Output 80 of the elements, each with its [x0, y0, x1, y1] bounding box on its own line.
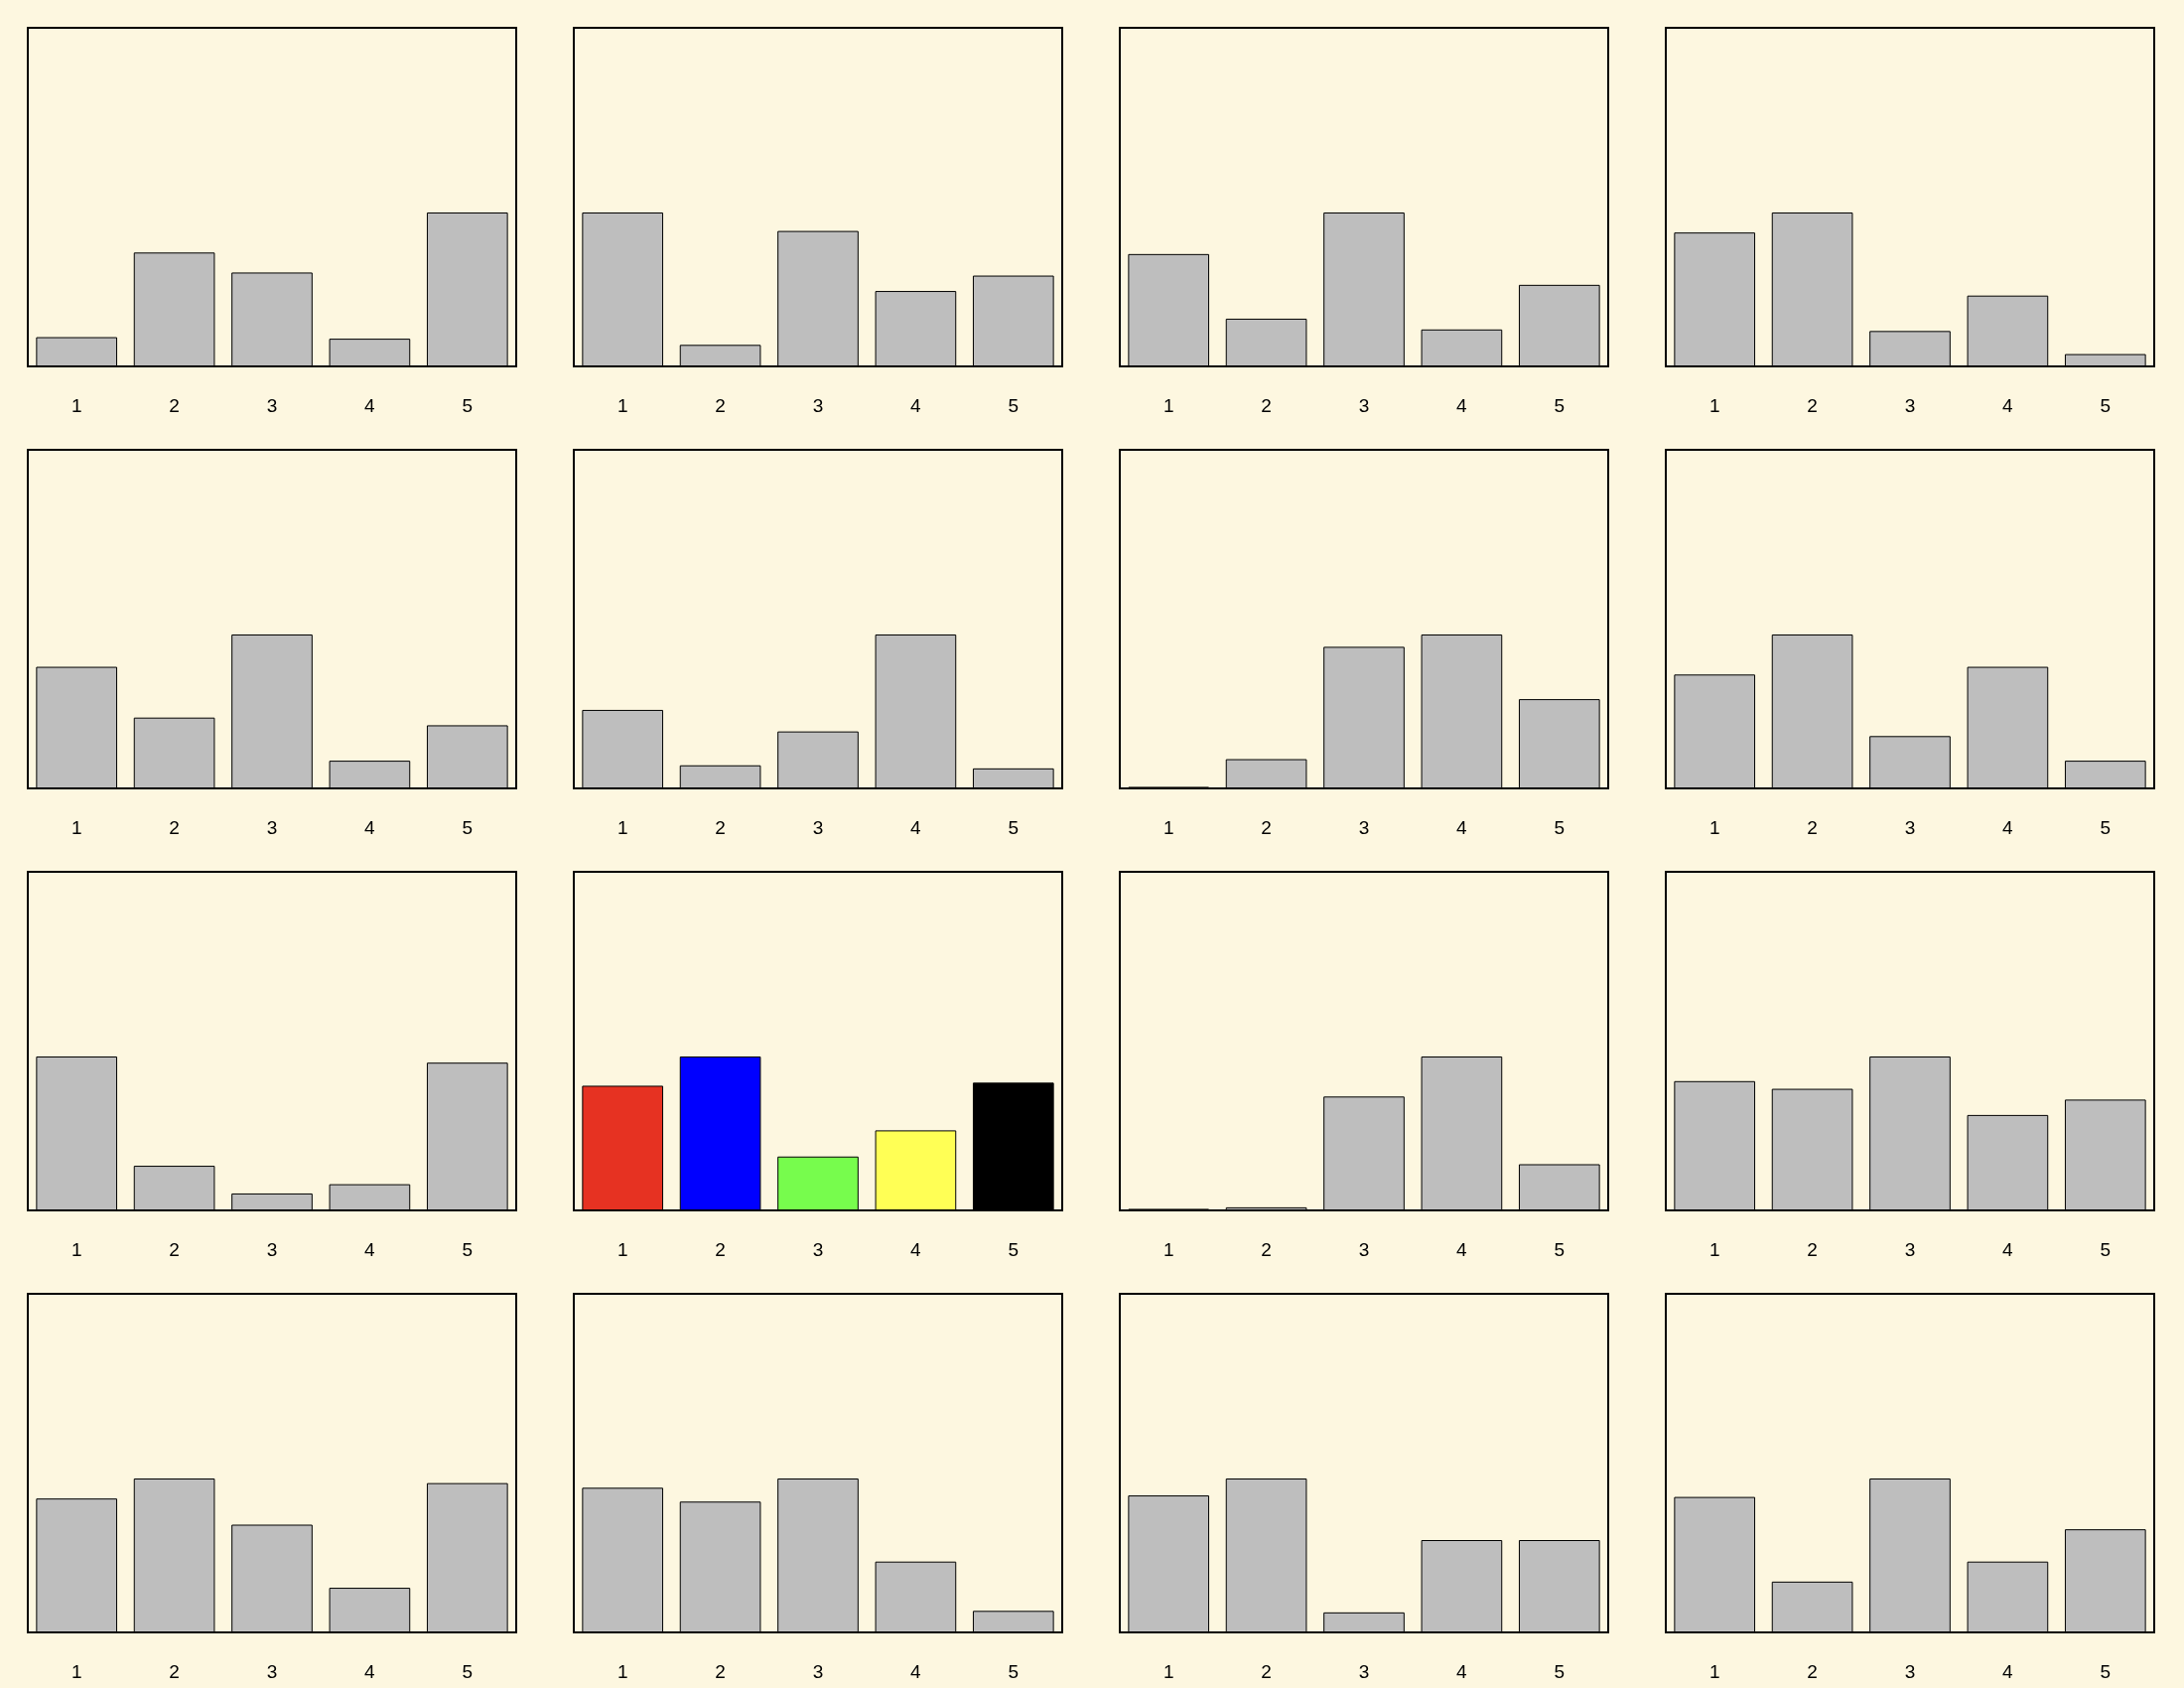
x-tick-label: 4: [910, 1661, 922, 1682]
x-tick-label: 3: [812, 1239, 824, 1260]
x-tick-label: 3: [1904, 1661, 1916, 1682]
x-tick-label: 1: [1708, 1239, 1720, 1260]
x-tick-label: 3: [812, 1661, 824, 1682]
x-tick-label: 2: [1807, 395, 1818, 416]
x-tick-label: 3: [1358, 395, 1370, 416]
x-tick-label: 5: [1008, 817, 1020, 838]
x-tick-label: 1: [616, 1239, 628, 1260]
x-tick-label: 2: [1261, 817, 1272, 838]
x-tick-label: 5: [2100, 1661, 2112, 1682]
x-tick-label: 3: [1358, 1239, 1370, 1260]
x-tick-label: 5: [1008, 1239, 1020, 1260]
x-tick-label: 2: [169, 1239, 180, 1260]
x-tick-label: 4: [2002, 1661, 2014, 1682]
x-tick-label: 2: [715, 1239, 726, 1260]
x-tick-label: 1: [70, 1239, 82, 1260]
x-tick-label: 1: [1162, 817, 1174, 838]
x-tick-label: 2: [715, 817, 726, 838]
x-tick-label: 5: [2100, 1239, 2112, 1260]
x-tick-label: 3: [812, 395, 824, 416]
x-tick-label: 5: [2100, 817, 2112, 838]
x-tick-label: 4: [364, 1239, 376, 1260]
x-tick-label: 4: [2002, 1239, 2014, 1260]
x-tick-label: 1: [70, 817, 82, 838]
x-tick-label: 1: [616, 1661, 628, 1682]
x-tick-label: 3: [266, 1239, 278, 1260]
x-tick-label: 1: [1708, 817, 1720, 838]
x-tick-label: 3: [266, 817, 278, 838]
x-tick-label: 1: [616, 395, 628, 416]
x-tick-label: 4: [1456, 395, 1468, 416]
x-tick-label: 3: [266, 395, 278, 416]
x-tick-label: 2: [169, 817, 180, 838]
x-tick-label: 3: [1358, 1661, 1370, 1682]
x-tick-label: 5: [1554, 817, 1566, 838]
x-tick-label: 2: [1807, 817, 1818, 838]
x-tick-label: 2: [715, 395, 726, 416]
x-tick-label: 4: [1456, 1661, 1468, 1682]
x-tick-label: 4: [910, 1239, 922, 1260]
x-tick-label: 1: [1708, 395, 1720, 416]
x-tick-label: 1: [70, 1661, 82, 1682]
x-tick-label: 4: [364, 395, 376, 416]
x-tick-label: 5: [1554, 1661, 1566, 1682]
x-tick-label: 5: [1554, 395, 1566, 416]
x-tick-label: 4: [364, 1661, 376, 1682]
x-tick-label: 4: [1456, 1239, 1468, 1260]
x-tick-label: 5: [462, 1239, 474, 1260]
x-tick-label: 5: [1008, 395, 1020, 416]
x-tick-label: 2: [169, 1661, 180, 1682]
x-tick-label: 1: [1708, 1661, 1720, 1682]
x-tick-label: 5: [462, 817, 474, 838]
x-tick-label: 4: [910, 817, 922, 838]
x-tick-label: 1: [70, 395, 82, 416]
x-tick-label: 2: [1807, 1661, 1818, 1682]
x-tick-label: 5: [1554, 1239, 1566, 1260]
x-tick-label: 1: [1162, 1239, 1174, 1260]
x-tick-label: 2: [1261, 395, 1272, 416]
x-tick-label: 5: [2100, 395, 2112, 416]
x-tick-label: 3: [1904, 395, 1916, 416]
x-tick-label: 3: [1904, 817, 1916, 838]
x-tick-label: 4: [910, 395, 922, 416]
x-tick-label: 3: [266, 1661, 278, 1682]
x-tick-label: 2: [169, 395, 180, 416]
x-tick-label: 5: [462, 1661, 474, 1682]
x-tick-label: 4: [2002, 817, 2014, 838]
x-tick-label: 2: [1807, 1239, 1818, 1260]
x-tick-label: 2: [715, 1661, 726, 1682]
x-tick-label: 5: [1008, 1661, 1020, 1682]
x-tick-label: 4: [364, 817, 376, 838]
x-tick-label: 2: [1261, 1239, 1272, 1260]
x-tick-label: 3: [1904, 1239, 1916, 1260]
x-tick-label: 5: [462, 395, 474, 416]
x-tick-label: 1: [616, 817, 628, 838]
x-tick-label: 3: [1358, 817, 1370, 838]
x-tick-label: 2: [1261, 1661, 1272, 1682]
x-tick-label: 4: [1456, 817, 1468, 838]
x-tick-label: 3: [812, 817, 824, 838]
x-tick-label: 4: [2002, 395, 2014, 416]
x-tick-label: 1: [1162, 395, 1174, 416]
x-tick-label: 1: [1162, 1661, 1174, 1682]
